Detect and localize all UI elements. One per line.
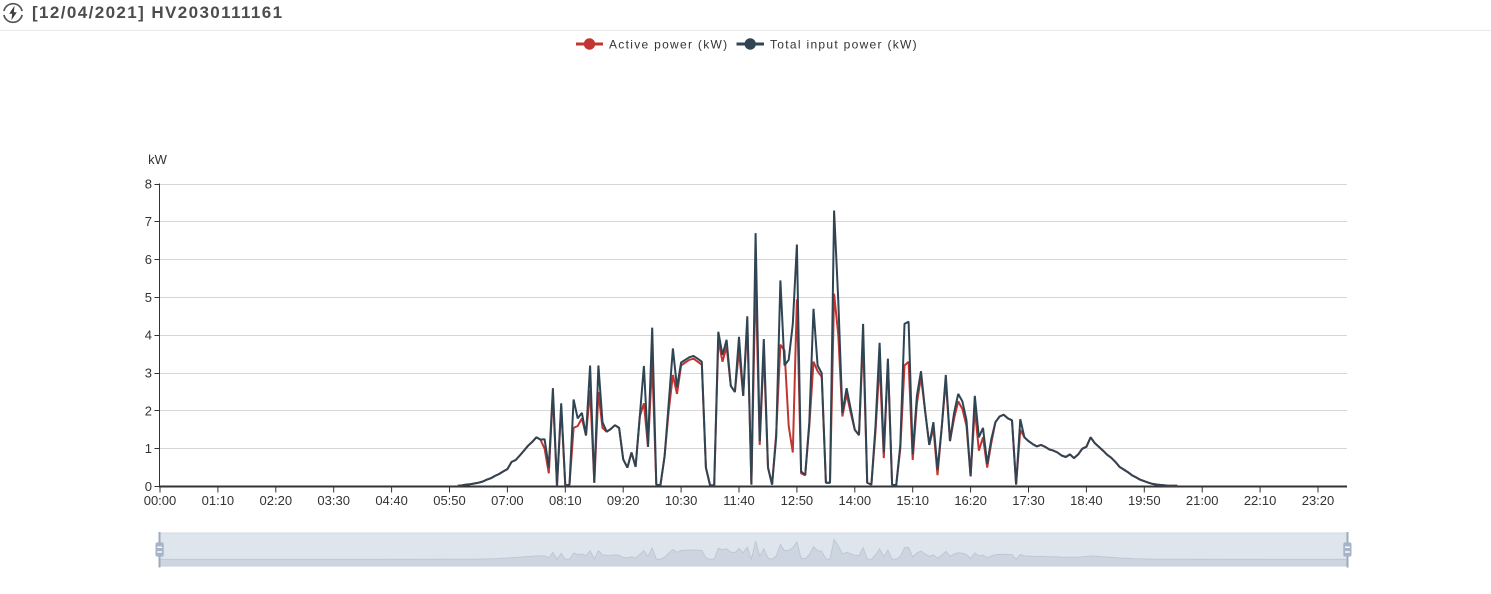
- svg-text:05:50: 05:50: [433, 493, 466, 508]
- svg-text:16:20: 16:20: [954, 493, 987, 508]
- svg-text:00:00: 00:00: [144, 493, 177, 508]
- svg-text:14:00: 14:00: [839, 493, 872, 508]
- svg-text:11:40: 11:40: [723, 493, 755, 508]
- svg-text:8: 8: [145, 176, 152, 191]
- svg-text:0: 0: [145, 479, 152, 494]
- svg-text:17:30: 17:30: [1012, 493, 1045, 508]
- svg-text:02:20: 02:20: [260, 493, 293, 508]
- svg-text:21:00: 21:00: [1186, 493, 1219, 508]
- svg-text:08:10: 08:10: [549, 493, 582, 508]
- svg-text:15:10: 15:10: [896, 493, 929, 508]
- svg-text:01:10: 01:10: [202, 493, 235, 508]
- svg-text:3: 3: [145, 366, 152, 381]
- svg-text:23:20: 23:20: [1302, 493, 1335, 508]
- svg-text:kW: kW: [148, 152, 168, 167]
- svg-text:2: 2: [145, 403, 152, 418]
- svg-text:1: 1: [145, 441, 152, 456]
- svg-text:09:20: 09:20: [607, 493, 640, 508]
- svg-text:10:30: 10:30: [665, 493, 698, 508]
- svg-text:03:30: 03:30: [317, 493, 350, 508]
- svg-text:22:10: 22:10: [1244, 493, 1277, 508]
- svg-text:Active power (kW): Active power (kW): [609, 38, 728, 52]
- svg-text:6: 6: [145, 252, 152, 267]
- svg-text:Total input power (kW): Total input power (kW): [770, 38, 918, 52]
- svg-text:07:00: 07:00: [491, 493, 524, 508]
- svg-text:12:50: 12:50: [781, 493, 814, 508]
- svg-text:18:40: 18:40: [1070, 493, 1103, 508]
- svg-text:7: 7: [145, 214, 152, 229]
- svg-text:19:50: 19:50: [1128, 493, 1161, 508]
- svg-text:04:40: 04:40: [375, 493, 408, 508]
- svg-text:5: 5: [145, 290, 152, 305]
- svg-text:4: 4: [145, 328, 152, 343]
